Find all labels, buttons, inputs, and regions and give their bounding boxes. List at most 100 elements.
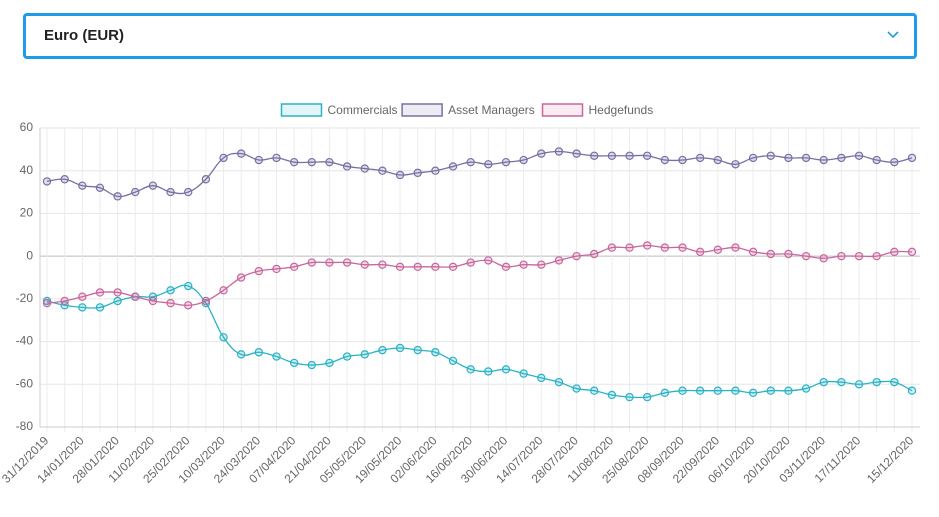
data-point (819, 254, 828, 263)
data-point (713, 155, 723, 165)
data-point (131, 292, 140, 301)
data-point (360, 260, 369, 269)
data-point (572, 384, 581, 393)
y-tick-label: 40 (20, 163, 34, 177)
data-point (166, 187, 175, 197)
data-point (907, 386, 917, 395)
currency-dropdown[interactable]: Euro (EUR) (23, 13, 917, 59)
data-point (890, 247, 899, 257)
data-point (501, 262, 511, 272)
data-point (289, 358, 299, 368)
data-point (466, 365, 475, 374)
data-point (60, 301, 69, 310)
data-point (819, 377, 828, 387)
data-point (625, 392, 634, 402)
data-point (766, 386, 775, 395)
data-point (272, 264, 281, 274)
y-tick-label: 60 (20, 120, 34, 134)
data-point (184, 301, 193, 310)
data-point (625, 243, 634, 252)
data-point (466, 157, 475, 167)
x-tick-label: 15/12/2020 (864, 433, 917, 486)
data-point (819, 155, 828, 165)
data-point (95, 183, 105, 192)
data-point (448, 262, 458, 272)
data-point (325, 358, 334, 368)
data-point (695, 247, 705, 257)
series-line (46, 284, 913, 399)
data-point (272, 153, 281, 163)
data-point (148, 296, 158, 306)
data-point (360, 164, 369, 173)
data-point (466, 258, 475, 267)
y-tick-label: -80 (16, 419, 34, 433)
series-line (46, 150, 913, 198)
data-point (607, 151, 617, 160)
data-point (572, 251, 581, 261)
data-point (890, 157, 899, 167)
data-point (395, 170, 405, 180)
data-point (272, 352, 281, 361)
data-point (907, 153, 917, 163)
data-point (484, 256, 493, 265)
data-point (236, 350, 246, 359)
data-point (148, 292, 158, 301)
data-point (431, 262, 440, 272)
legend-label: Asset Managers (448, 103, 535, 117)
data-point (660, 243, 670, 252)
data-point (395, 262, 405, 272)
data-point (484, 367, 493, 376)
data-point (784, 153, 793, 163)
data-point (731, 386, 740, 395)
data-point (643, 241, 652, 250)
data-point (501, 157, 511, 167)
data-point (607, 243, 617, 252)
data-point (660, 155, 670, 165)
data-point (60, 175, 69, 184)
data-point (801, 153, 811, 163)
data-point (501, 365, 511, 374)
data-point (837, 377, 846, 387)
data-point (201, 175, 211, 184)
data-point (801, 251, 811, 261)
data-point (731, 243, 740, 252)
data-point (431, 348, 440, 357)
data-point (607, 390, 617, 400)
data-point (519, 369, 528, 378)
series-line (46, 244, 913, 306)
data-point (590, 386, 599, 395)
data-point (784, 249, 793, 259)
data-point (413, 345, 422, 355)
data-point (219, 333, 228, 342)
data-point (378, 260, 387, 269)
data-point (219, 286, 228, 295)
data-point (554, 147, 564, 156)
data-point (801, 384, 811, 393)
data-point (131, 187, 140, 197)
data-point (537, 373, 546, 383)
data-point (307, 360, 316, 370)
data-point (236, 273, 246, 282)
data-point (519, 260, 528, 269)
data-point (378, 166, 387, 175)
data-point (660, 388, 670, 398)
data-point (219, 153, 228, 163)
data-point (537, 149, 546, 158)
dropdown-value: Euro (EUR) (44, 27, 124, 44)
data-point (254, 155, 264, 165)
legend-swatch (401, 103, 443, 117)
data-point (342, 352, 352, 361)
y-tick-label: 20 (20, 206, 34, 220)
data-point (95, 303, 105, 312)
data-point (890, 377, 899, 387)
data-point (325, 157, 334, 167)
y-tick-label: 0 (26, 248, 33, 262)
y-tick-label: -40 (16, 334, 34, 348)
data-point (643, 151, 652, 160)
data-point (872, 377, 881, 387)
data-point (378, 345, 387, 355)
y-tick-label: -60 (16, 376, 34, 390)
data-point (590, 249, 599, 259)
data-point (113, 296, 122, 306)
